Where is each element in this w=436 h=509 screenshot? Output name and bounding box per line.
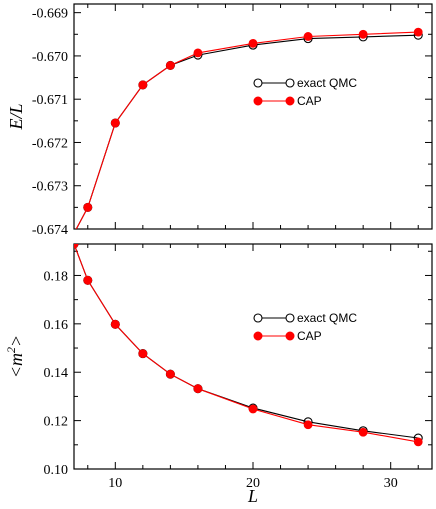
data-point-cap xyxy=(248,38,258,48)
plot-frame xyxy=(73,3,433,230)
legend-marker xyxy=(253,96,263,106)
y-tick-label: 0.12 xyxy=(44,415,69,430)
data-point-cap xyxy=(110,319,120,329)
y-tick-label: 0.10 xyxy=(44,463,69,478)
panel-1: -0.674 -0.673 -0.672 -0.671 -0.670 -0.669 E/L e… xyxy=(6,3,433,238)
x-tick-label: 20 xyxy=(246,476,260,491)
legend-marker xyxy=(285,96,295,106)
y-tick-label: 0.18 xyxy=(44,269,69,284)
x-tick-label: 30 xyxy=(384,476,398,491)
data-point-cap xyxy=(193,48,203,58)
data-point-cap xyxy=(413,27,423,37)
legend-entry: CAP xyxy=(253,94,322,108)
legend-marker xyxy=(253,331,263,341)
series-line-qmc xyxy=(74,244,419,439)
y-tick-label: -0.673 xyxy=(32,180,68,195)
data-point-cap xyxy=(74,244,79,249)
y-tick-label: -0.674 xyxy=(32,223,68,238)
y-tick-label: -0.670 xyxy=(32,50,68,65)
data-area xyxy=(74,244,423,447)
data-point-qmc xyxy=(74,228,76,229)
series-line-cap xyxy=(75,31,419,229)
legend-entry: exact QMC xyxy=(253,311,357,325)
legend-marker xyxy=(253,313,263,323)
data-point-cap xyxy=(248,404,258,414)
data-point-cap xyxy=(74,228,75,229)
legend-marker xyxy=(285,313,295,323)
y-tick-label: -0.671 xyxy=(32,93,68,108)
y-tick-label: 0.14 xyxy=(44,366,69,381)
data-point-cap xyxy=(165,61,175,70)
data-point-cap xyxy=(358,29,368,39)
data-point-cap xyxy=(83,202,93,212)
y-axis-label-sup: 2 xyxy=(4,347,18,353)
data-point-cap xyxy=(110,118,120,128)
series-line-cap xyxy=(74,244,419,443)
legend-entry: CAP xyxy=(253,329,322,343)
legend-marker xyxy=(253,78,263,88)
data-point-cap xyxy=(165,369,175,379)
data-point-cap xyxy=(83,275,93,285)
y-axis-label-end: > xyxy=(6,335,26,347)
data-point-cap xyxy=(358,427,368,437)
y-tick-label: -0.669 xyxy=(32,7,68,22)
legend-marker xyxy=(285,331,295,341)
data-point-cap xyxy=(413,437,423,447)
series-line-qmc xyxy=(75,34,419,229)
legend-marker xyxy=(285,78,295,88)
y-axis-label: E/L xyxy=(6,103,26,130)
legend-label: exact QMC xyxy=(297,76,357,90)
legend-label: exact QMC xyxy=(297,311,357,325)
x-axis-label: L xyxy=(247,486,258,506)
data-point-cap xyxy=(193,384,203,394)
y-tick-label: -0.672 xyxy=(32,136,68,151)
legend-label: CAP xyxy=(297,329,322,343)
y-tick-label: 0.16 xyxy=(44,318,69,333)
legend-label: CAP xyxy=(297,94,322,108)
data-point-cap xyxy=(303,420,313,430)
data-point-cap xyxy=(138,349,148,358)
data-point-cap xyxy=(138,80,148,90)
legend-entry: exact QMC xyxy=(253,76,357,90)
data-area xyxy=(74,27,423,229)
data-point-cap xyxy=(303,32,313,41)
y-axis-label: <m2> xyxy=(4,335,26,378)
y-axis-label-main: <m xyxy=(6,353,26,378)
x-tick-label: 10 xyxy=(108,476,122,491)
